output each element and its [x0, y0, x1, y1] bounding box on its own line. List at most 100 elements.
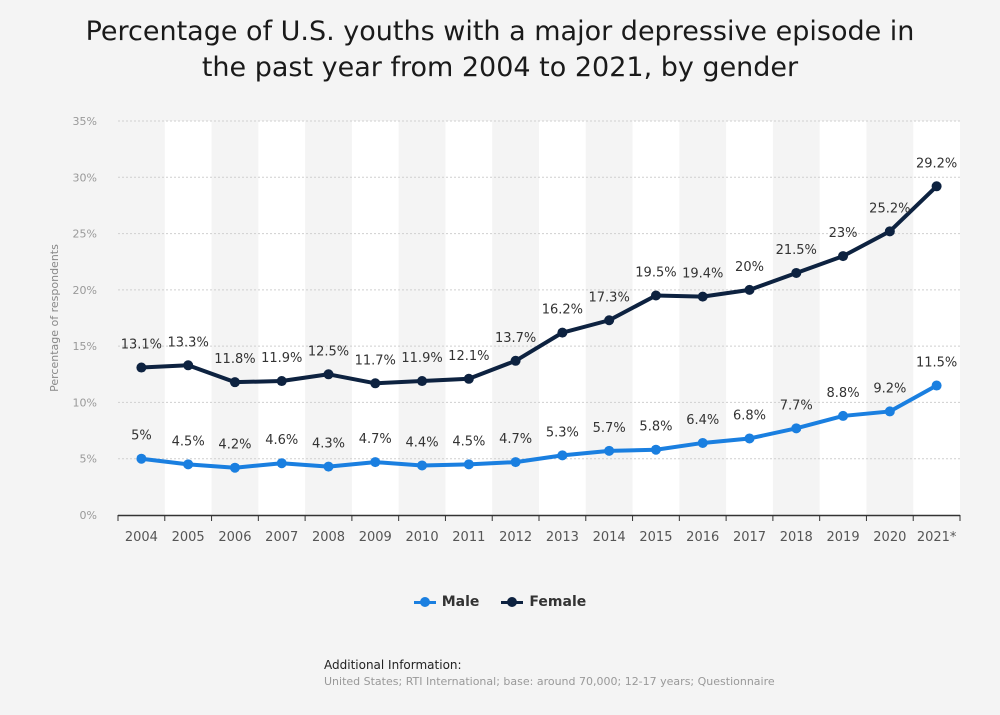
data-point-male	[931, 380, 942, 391]
x-tick-label: 2010	[406, 530, 439, 545]
data-point-female	[510, 355, 521, 366]
data-point-female	[229, 377, 240, 388]
legend-swatch-female	[501, 596, 524, 608]
data-label-male: 11.5%	[916, 356, 957, 371]
x-tick-label: 2019	[827, 530, 860, 545]
data-label-male: 8.8%	[827, 386, 860, 401]
data-point-female	[136, 362, 147, 373]
data-point-male	[183, 459, 194, 470]
data-label-male: 4.7%	[499, 432, 532, 447]
chart-title-line-2: the past year from 2004 to 2021, by gend…	[201, 52, 799, 83]
data-label-female: 29.2%	[916, 156, 957, 171]
data-point-female	[931, 181, 942, 192]
data-point-male	[323, 461, 334, 472]
data-label-female: 11.8%	[214, 352, 255, 367]
y-tick-label: 30%	[73, 171, 97, 184]
data-label-male: 4.2%	[218, 438, 251, 453]
x-tick-label: 2006	[218, 530, 251, 545]
data-label-male: 4.7%	[359, 432, 392, 447]
data-point-male	[650, 444, 661, 455]
data-label-female: 12.5%	[308, 344, 349, 359]
additional-info-title: Additional Information:	[324, 658, 462, 672]
data-label-male: 7.7%	[780, 398, 813, 413]
data-point-male	[791, 423, 802, 434]
y-tick-label: 5%	[80, 453, 97, 466]
data-point-male	[510, 457, 521, 468]
x-tick-label: 2013	[546, 530, 579, 545]
x-tick-label: 2007	[265, 530, 298, 545]
data-label-female: 21.5%	[776, 243, 817, 258]
data-label-female: 19.5%	[635, 265, 676, 280]
data-point-female	[276, 376, 287, 387]
column-band	[819, 121, 867, 515]
legend-item-male[interactable]: Male	[413, 594, 479, 610]
data-label-male: 4.6%	[265, 433, 298, 448]
chart-title: Percentage of U.S. youths with a major d…	[0, 14, 1000, 86]
data-point-female	[650, 290, 661, 301]
data-label-female: 23%	[829, 226, 858, 241]
data-label-female: 11.9%	[261, 351, 302, 366]
data-point-male	[838, 410, 849, 421]
data-label-male: 5%	[131, 429, 152, 444]
data-label-female: 19.4%	[682, 267, 723, 282]
data-point-female	[323, 369, 334, 380]
data-point-male	[229, 462, 240, 473]
series-line-female	[139, 184, 939, 386]
data-point-male	[697, 437, 708, 448]
data-label-female: 13.1%	[121, 338, 162, 353]
data-label-male: 5.8%	[639, 420, 672, 435]
data-point-female	[370, 378, 381, 389]
data-point-female	[417, 376, 428, 387]
data-point-female	[838, 251, 849, 262]
data-point-male	[136, 453, 147, 464]
data-label-female: 13.3%	[168, 335, 209, 350]
additional-info-text: United States; RTI International; base: …	[324, 675, 775, 688]
column-band	[726, 121, 773, 515]
line-chart: 0% 5% 10% 15% 20% 25% 30% 35% 2004 2005 2006 2007 20…	[48, 115, 961, 545]
data-point-female	[557, 327, 568, 338]
y-tick-label: 25%	[73, 228, 97, 241]
data-point-male	[557, 450, 568, 461]
x-tick-label: 2015	[639, 530, 672, 545]
x-tick-label: 2004	[125, 530, 158, 545]
chart-title-line-1: Percentage of U.S. youths with a major d…	[85, 16, 915, 47]
column-band	[539, 121, 586, 515]
data-label-male: 4.4%	[406, 435, 439, 450]
data-label-female: 13.7%	[495, 331, 536, 346]
data-point-male	[463, 459, 474, 470]
additional-information: Additional Information: United States; R…	[324, 658, 775, 688]
data-label-female: 17.3%	[589, 290, 630, 305]
data-point-male	[276, 458, 287, 469]
x-tick-label: 2011	[452, 530, 485, 545]
x-tick-label: 2014	[593, 530, 626, 545]
data-point-male	[604, 445, 615, 456]
legend-item-female[interactable]: Female	[501, 594, 586, 610]
data-point-female	[183, 360, 194, 371]
x-tick-label: 2009	[359, 530, 392, 545]
data-label-male: 5.7%	[593, 421, 626, 436]
data-label-male: 4.5%	[452, 434, 485, 449]
column-band	[913, 121, 960, 515]
data-label-male: 6.8%	[733, 408, 766, 423]
data-label-male: 4.3%	[312, 437, 345, 452]
column-band	[164, 121, 212, 515]
x-tick-label: 2017	[733, 530, 766, 545]
legend-label-female: Female	[529, 594, 587, 610]
y-tick-label: 20%	[73, 284, 97, 297]
data-label-male: 5.3%	[546, 425, 579, 440]
legend: Male Female	[0, 594, 1000, 610]
y-axis-title: Percentage of respondents	[48, 244, 61, 392]
data-point-male	[417, 460, 428, 471]
data-label-female: 11.9%	[401, 351, 442, 366]
column-band	[258, 121, 306, 515]
data-label-female: 11.7%	[355, 353, 396, 368]
column-band	[632, 121, 680, 515]
data-label-male: 9.2%	[873, 381, 906, 396]
data-point-female	[884, 226, 895, 237]
x-tick-label: 2008	[312, 530, 345, 545]
x-tick-label: 2020	[873, 530, 906, 545]
data-label-female: 16.2%	[542, 303, 583, 318]
y-tick-label: 0%	[80, 509, 97, 522]
x-tick-label: 2012	[499, 530, 532, 545]
data-label-male: 6.4%	[686, 413, 719, 428]
